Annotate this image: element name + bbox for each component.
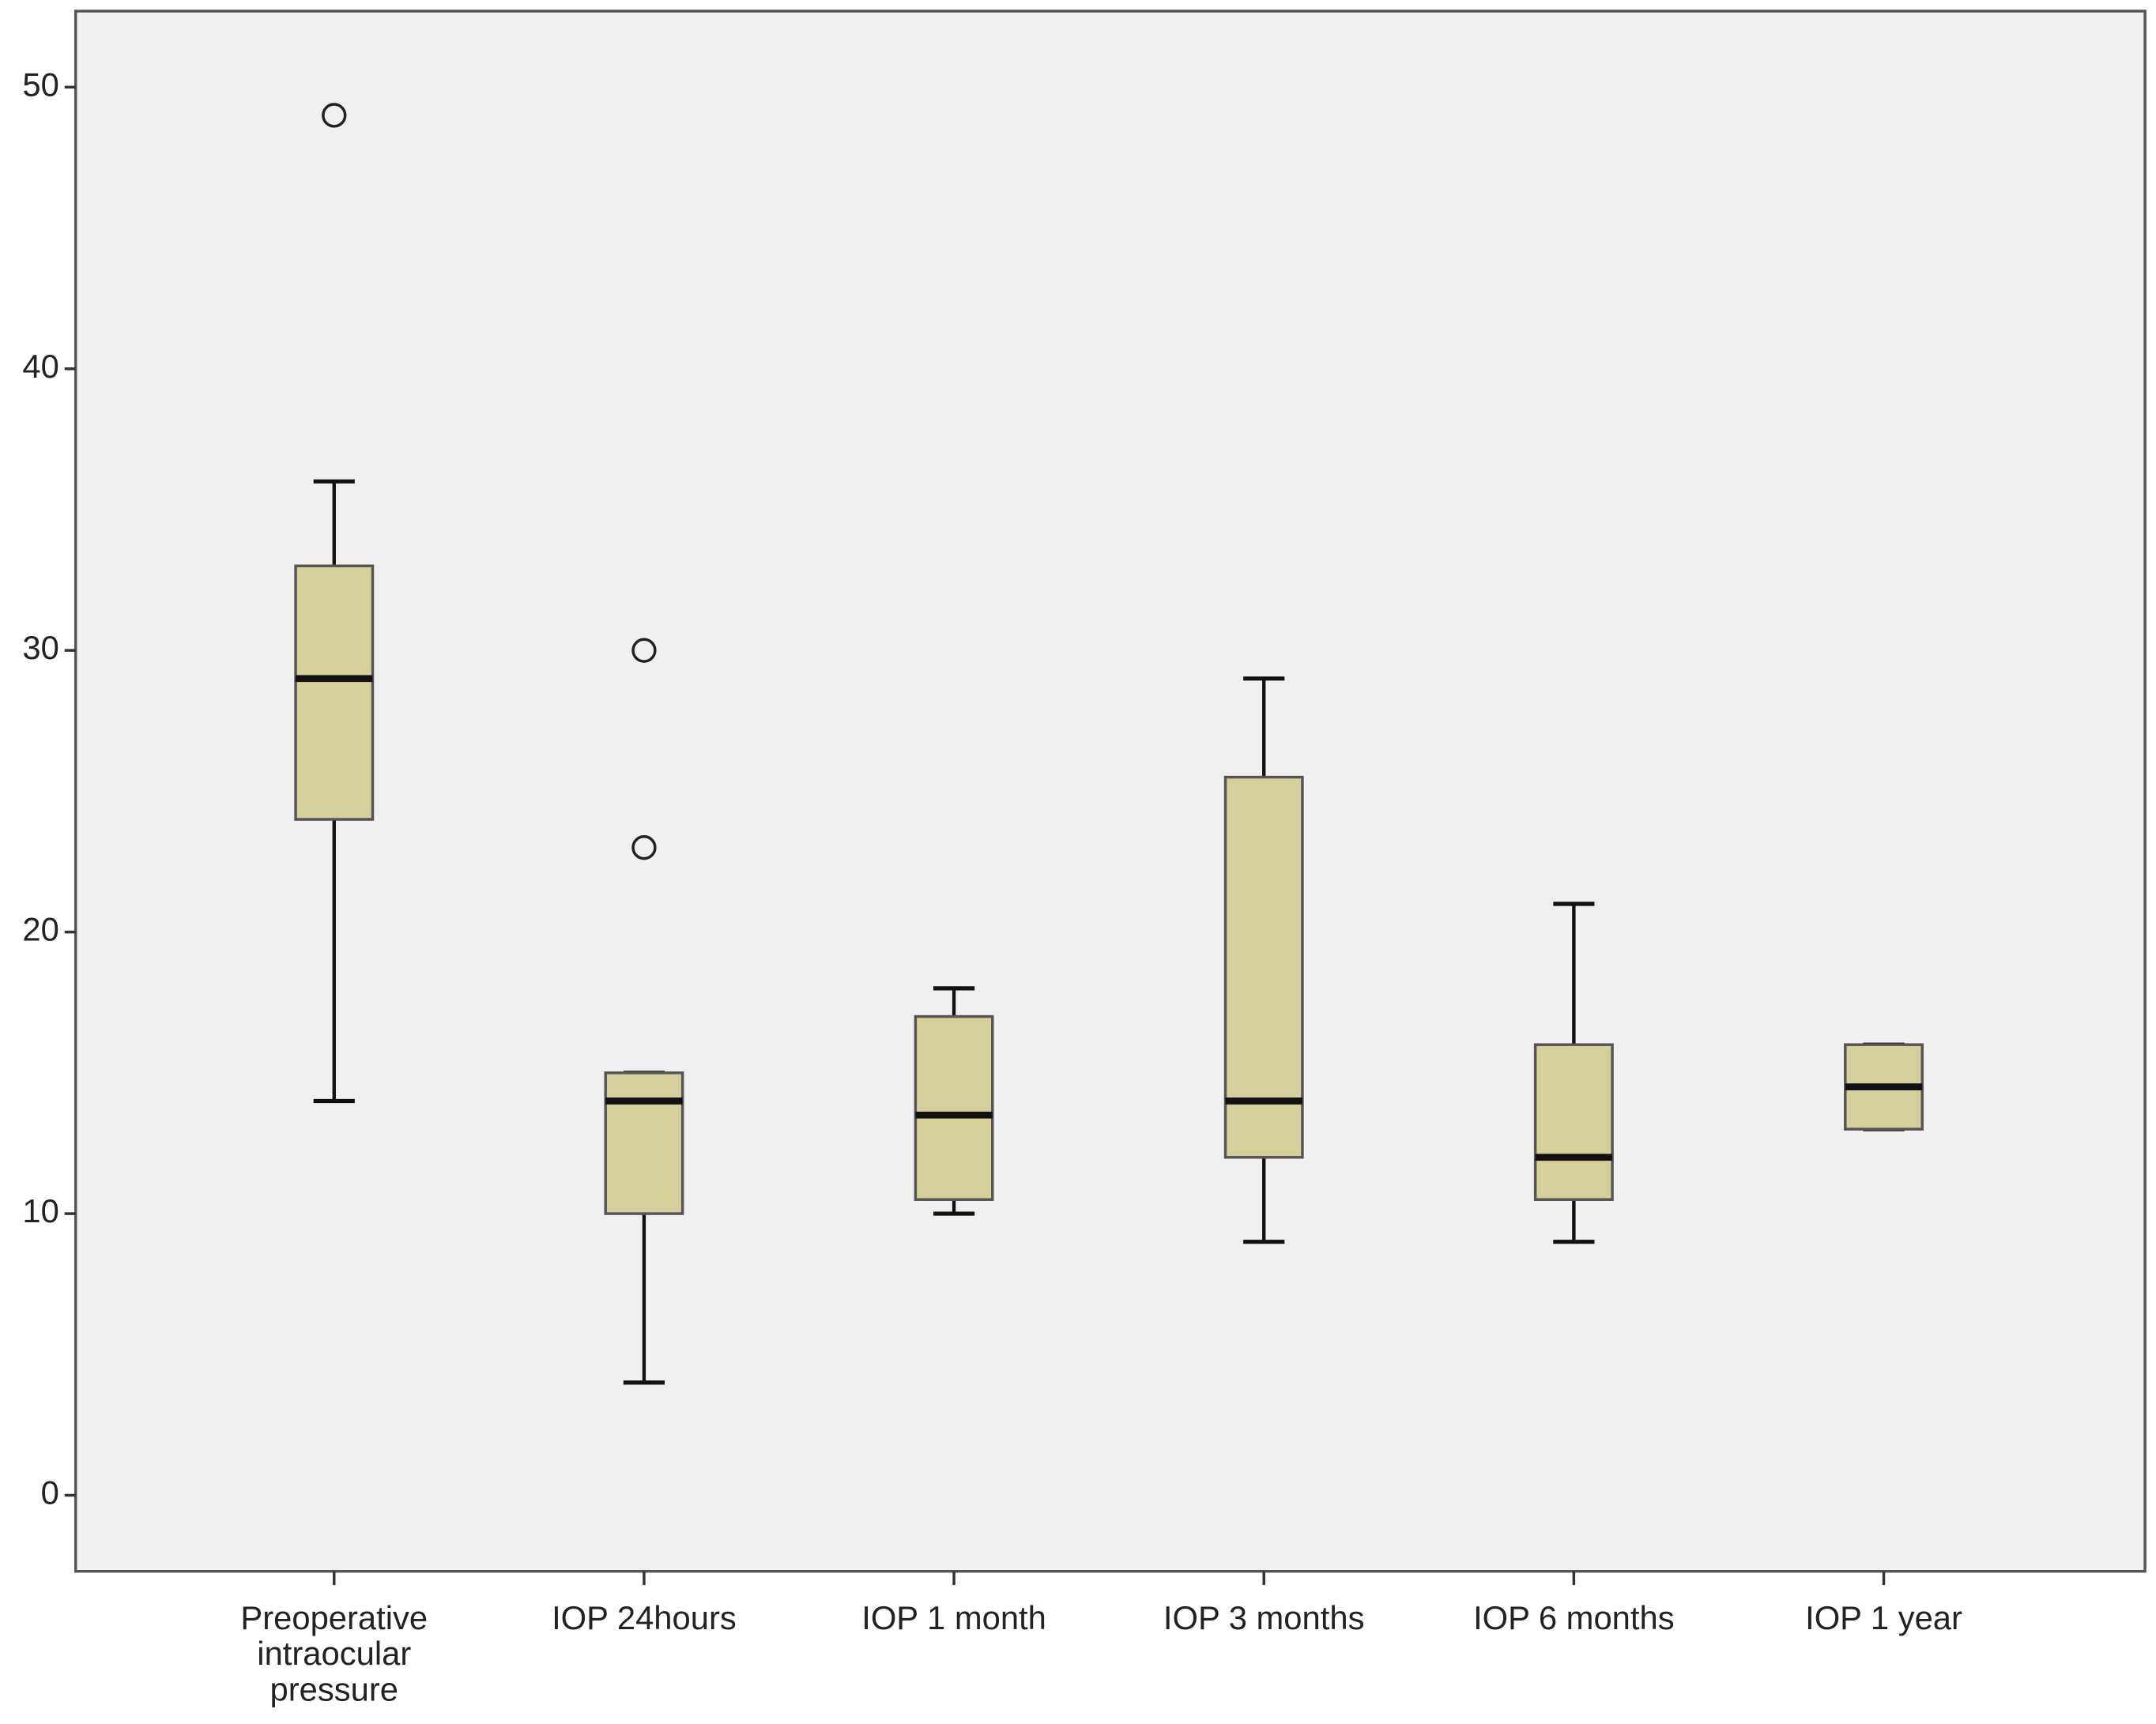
y-tick-label: 10 — [22, 1192, 58, 1229]
box — [294, 564, 375, 821]
x-tick-label: Preoperative intraocular pressure — [240, 1602, 428, 1709]
x-label-box: IOP 3 months — [1163, 1602, 1365, 1638]
outlier — [631, 638, 657, 663]
x-label-box: Preoperative intraocular pressure — [240, 1602, 428, 1709]
y-tick-label: 30 — [22, 629, 58, 666]
outlier — [631, 835, 657, 860]
x-tick-label: IOP 24hours — [552, 1602, 737, 1638]
y-tick-label: 40 — [22, 348, 58, 385]
y-tick-label: 20 — [22, 911, 58, 948]
x-tick-label: IOP 1 year — [1805, 1602, 1962, 1638]
outlier — [322, 103, 347, 128]
x-tick-label: IOP 1 month — [861, 1602, 1046, 1638]
x-tick-label: IOP 6 months — [1473, 1602, 1675, 1638]
x-label-box: IOP 24hours — [552, 1602, 737, 1638]
y-tick-label: 0 — [41, 1474, 59, 1511]
box — [1223, 775, 1304, 1159]
plot-area — [74, 9, 2147, 1573]
x-label-box: IOP 1 year — [1805, 1602, 1962, 1638]
box — [604, 1071, 684, 1215]
y-tick-label: 50 — [22, 66, 58, 103]
x-tick-label: IOP 3 months — [1163, 1602, 1365, 1638]
x-label-box: IOP 1 month — [861, 1602, 1046, 1638]
box — [914, 1014, 994, 1201]
x-label-box: IOP 6 months — [1473, 1602, 1675, 1638]
box — [1533, 1043, 1614, 1201]
